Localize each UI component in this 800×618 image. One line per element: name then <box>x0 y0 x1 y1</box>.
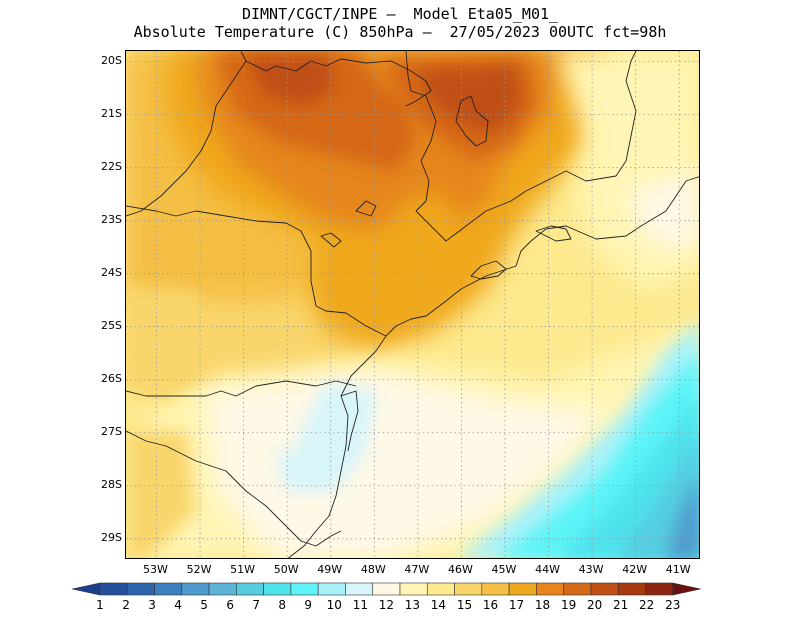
colorbar-arrow-low <box>71 582 101 596</box>
longitude-label: 48W <box>360 563 386 576</box>
colorbar-tick-label: 6 <box>226 598 234 612</box>
colorbar-segment <box>617 582 646 596</box>
colorbar-tick-label: 22 <box>639 598 655 612</box>
colorbar-tick-label: 14 <box>430 598 447 612</box>
map-title-line-1: DIMNT/CGCT/INPE – Model Eta05_M01_ <box>241 5 559 23</box>
colorbar-segment <box>290 582 319 596</box>
colorbar-tick-label: 17 <box>508 598 525 612</box>
colorbar-segment <box>563 582 592 596</box>
map-title-line-2: Absolute Temperature (C) 850hPa – 27/05/… <box>133 23 667 41</box>
colorbar-tick-label: 23 <box>665 598 681 612</box>
colorbar-segment <box>263 582 292 596</box>
colorbar-tick-label: 3 <box>148 598 156 612</box>
latitude-label: 22S <box>101 159 122 173</box>
longitude-label: 44W <box>535 563 560 576</box>
colorbar-segment <box>236 582 264 596</box>
longitude-label: 46W <box>447 563 473 576</box>
colorbar-segment <box>481 582 510 596</box>
longitude-label: 51W <box>230 563 256 576</box>
colorbar-tick-label: 20 <box>586 598 603 612</box>
state-borders <box>126 51 637 547</box>
coastline <box>287 95 699 558</box>
colorbar-segment <box>345 582 374 596</box>
colorbar <box>71 582 701 596</box>
colorbar-segment <box>208 582 237 596</box>
colorbar-segment <box>508 582 537 596</box>
latitude-label: 29S <box>101 530 122 544</box>
colorbar-segment <box>126 582 155 596</box>
latitude-label: 26S <box>101 371 122 385</box>
longitude-label: 41W <box>665 563 691 576</box>
latitude-label: 27S <box>101 424 122 438</box>
colorbar-tick-label: 9 <box>304 598 313 612</box>
colorbar-segment <box>645 582 674 596</box>
colorbar-tick-label: 1 <box>96 598 104 612</box>
colorbar-segment <box>454 582 483 596</box>
colorbar-segment <box>99 582 128 596</box>
longitude-label: 50W <box>273 563 299 576</box>
colorbar-tick-label: 7 <box>252 598 260 612</box>
colorbar-segment <box>181 582 210 596</box>
colorbar-tick-label: 19 <box>560 598 577 612</box>
latitude-label: 23S <box>101 212 122 226</box>
colorbar-tick-label: 8 <box>278 598 287 612</box>
longitude-label: 52W <box>186 563 212 576</box>
colorbar-tick-label: 4 <box>174 598 182 612</box>
colorbar-tick-label: 21 <box>613 598 629 612</box>
colorbar-segment <box>426 582 455 596</box>
colorbar-tick-label: 12 <box>378 598 394 612</box>
colorbar-segment <box>399 582 428 596</box>
colorbar-tick-label: 11 <box>352 598 368 612</box>
latitude-label: 28S <box>101 477 122 491</box>
colorbar-tick-label: 2 <box>122 598 130 612</box>
latitude-label: 21S <box>101 106 122 120</box>
colorbar-segment <box>372 582 401 596</box>
colorbar-tick-label: 13 <box>404 598 421 612</box>
colorbar-tick-label: 10 <box>326 598 342 612</box>
colorbar-tick-label: 15 <box>456 598 473 612</box>
colorbar-segment <box>536 582 564 596</box>
latitude-label: 25S <box>101 318 122 332</box>
map-canvas <box>126 51 699 558</box>
colorbar-segment <box>317 582 346 596</box>
longitude-label: 53W <box>143 563 168 576</box>
longitude-label: 47W <box>404 563 430 576</box>
colorbar-tick-label: 18 <box>534 598 551 612</box>
colorbar-arrow-high <box>672 582 701 596</box>
colorbar-segment <box>154 582 183 596</box>
colorbar-segment <box>590 582 619 596</box>
temperature-map <box>125 50 700 559</box>
latitude-label: 24S <box>101 265 122 279</box>
temperature-field <box>126 51 699 558</box>
longitude-label: 43W <box>578 563 604 576</box>
colorbar-tick-label: 16 <box>482 598 499 612</box>
longitude-label: 45W <box>491 563 517 576</box>
map-gridlines <box>126 51 699 558</box>
colorbar-tick-label: 5 <box>200 598 208 612</box>
longitude-label: 49W <box>317 563 343 576</box>
longitude-label: 42W <box>622 563 648 576</box>
latitude-label: 20S <box>101 53 122 67</box>
